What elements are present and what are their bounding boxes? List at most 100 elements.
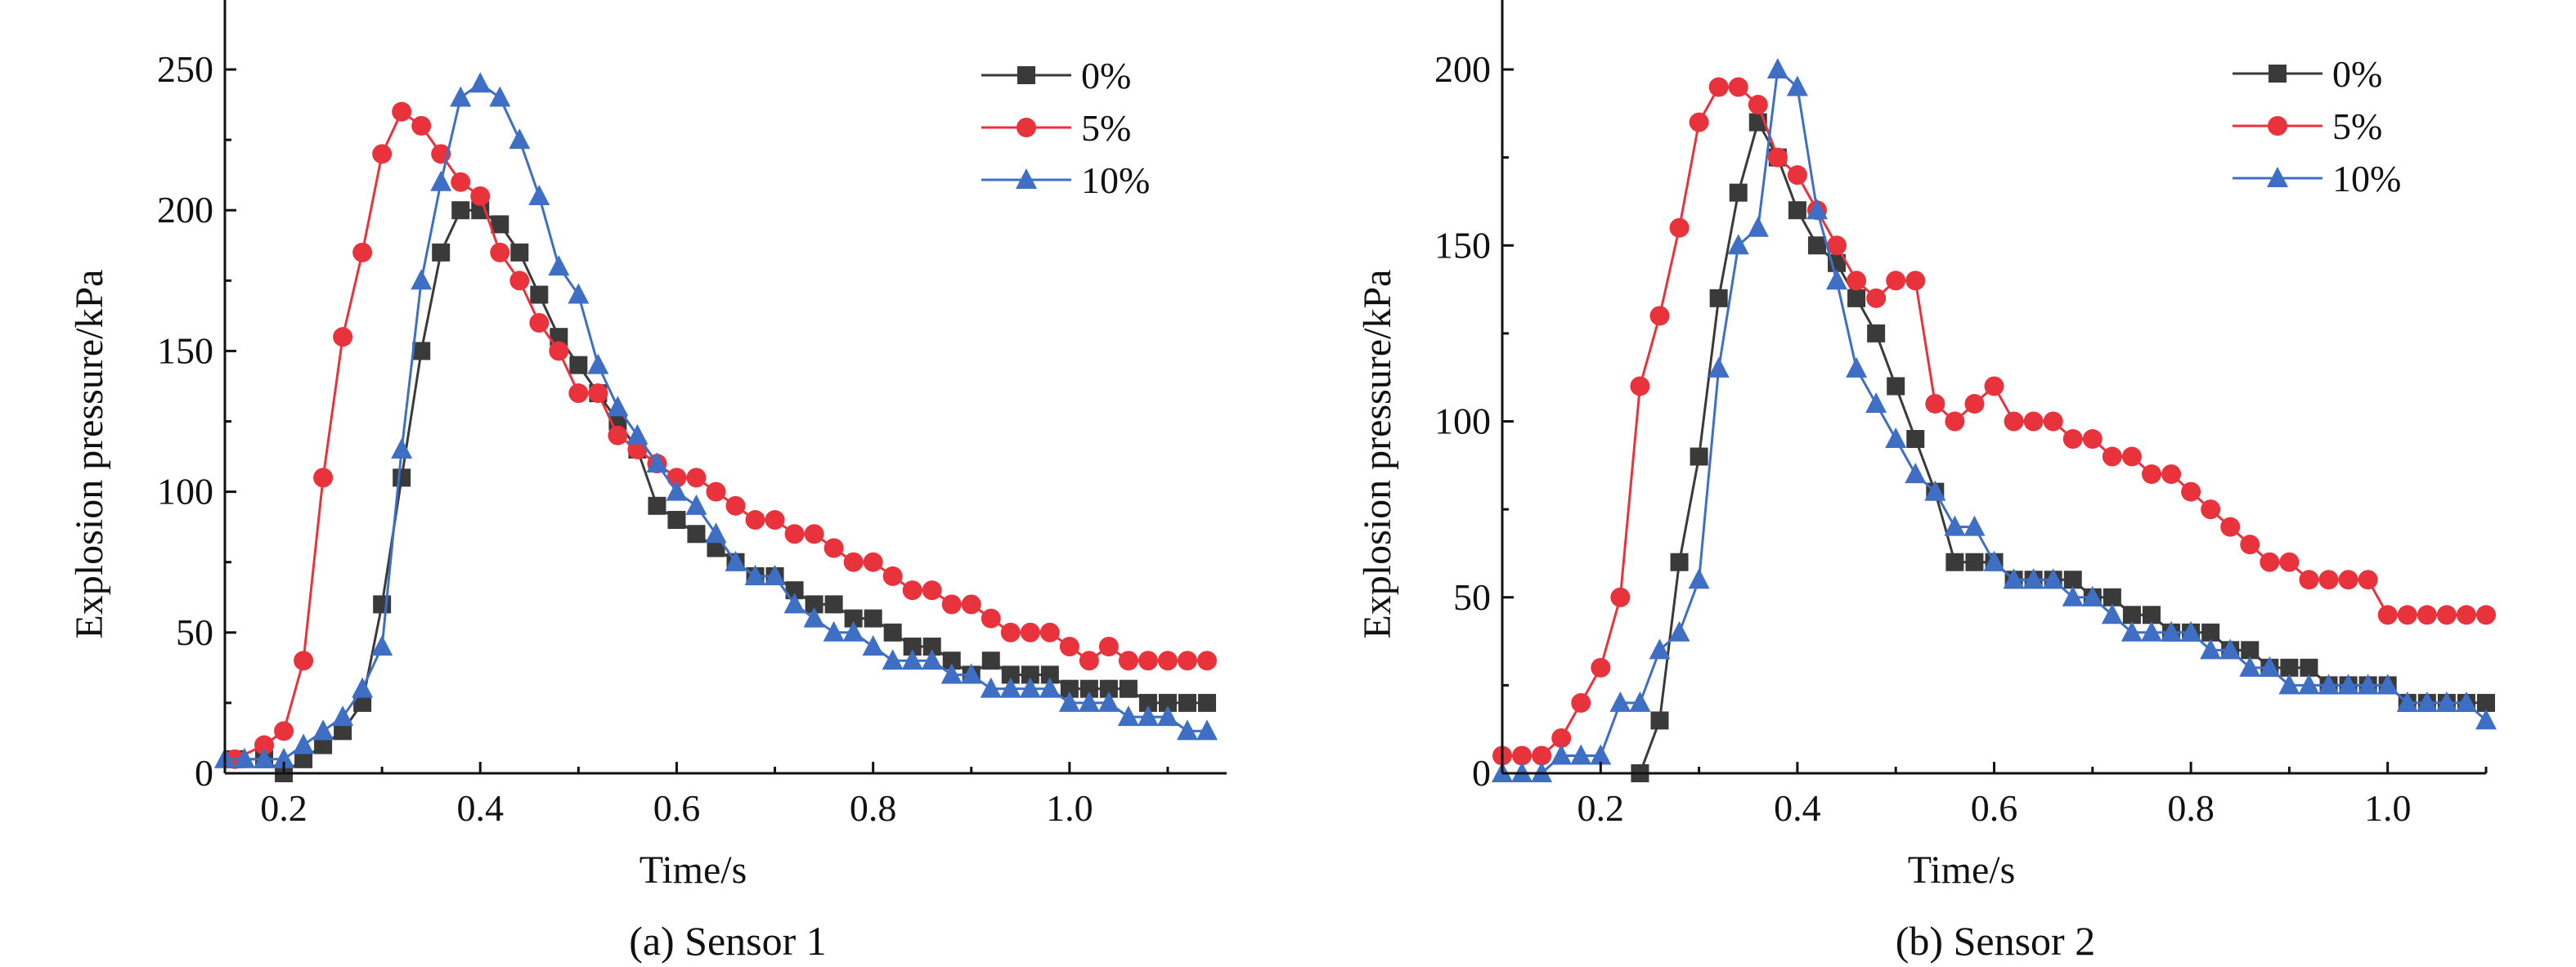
data-point xyxy=(1176,719,1198,741)
data-point xyxy=(2003,568,2025,589)
data-point xyxy=(1963,515,1986,536)
x-axis-title-sensor-2: Time/s xyxy=(1908,848,2016,892)
data-point xyxy=(2219,638,2242,660)
legend-marker xyxy=(1016,168,1037,189)
data-point xyxy=(903,638,922,656)
data-point xyxy=(530,285,549,304)
data-point xyxy=(785,581,804,600)
data-point xyxy=(1020,622,1040,642)
data-point xyxy=(569,356,588,374)
data-point xyxy=(1019,677,1041,698)
data-point xyxy=(490,242,510,262)
data-point xyxy=(1984,376,2004,396)
data-point xyxy=(509,271,530,291)
data-point xyxy=(1039,622,1060,642)
data-point xyxy=(2181,481,2201,502)
data-point xyxy=(2357,674,2379,695)
data-point xyxy=(707,539,725,557)
series-layer-sensor-1 xyxy=(214,72,1218,782)
data-point xyxy=(450,86,472,107)
data-point xyxy=(491,215,509,234)
data-point xyxy=(1670,553,1689,571)
data-point xyxy=(1886,271,1906,291)
data-point xyxy=(550,328,568,347)
data-point xyxy=(1766,58,1788,78)
y-tick-label: 0 xyxy=(1472,752,1491,794)
panel-sensor-2: 0 50 100 150 200 0.2 0.4 0.6 0.8 1.0 Explosion pr… xyxy=(1356,0,2497,964)
data-point xyxy=(901,649,923,670)
data-point xyxy=(706,481,726,502)
data-point xyxy=(2417,605,2437,625)
x-tick-label: 0.8 xyxy=(2167,787,2215,829)
data-point xyxy=(1512,745,1533,766)
data-point xyxy=(2142,606,2161,625)
data-point xyxy=(626,423,648,445)
data-point xyxy=(2042,568,2064,589)
data-point xyxy=(1001,665,1020,684)
data-point xyxy=(667,511,686,530)
data-point xyxy=(685,494,707,515)
data-point xyxy=(2397,605,2417,625)
data-point xyxy=(1905,271,1926,291)
data-point xyxy=(921,649,943,670)
panel-sensor-1: 0 50 100 150 200 250 0.2 0.4 0.6 0.8 1.0 Explosion… xyxy=(68,0,1227,964)
x-tick-label: 0.2 xyxy=(260,787,307,829)
series-0pct xyxy=(226,201,1216,782)
data-point xyxy=(392,101,412,122)
data-point xyxy=(843,552,864,572)
data-point xyxy=(2239,656,2261,677)
data-point xyxy=(1905,463,1927,484)
legend-marker xyxy=(2267,167,2288,187)
data-point xyxy=(2043,411,2063,432)
data-point xyxy=(1847,271,1867,291)
data-point xyxy=(922,580,942,601)
data-point xyxy=(1098,637,1119,657)
data-point xyxy=(430,170,452,191)
data-point xyxy=(371,635,393,656)
data-point xyxy=(882,649,904,670)
data-point xyxy=(568,283,590,304)
data-point xyxy=(2338,570,2358,590)
data-point xyxy=(824,538,844,558)
data-point xyxy=(745,510,765,531)
data-point xyxy=(2121,446,2142,467)
data-point xyxy=(2201,499,2221,520)
data-point xyxy=(1748,95,1768,115)
data-point xyxy=(1177,651,1197,671)
data-point xyxy=(313,468,334,488)
data-point xyxy=(862,635,884,656)
data-point xyxy=(1099,679,1118,698)
caption-sensor-2: (b) Sensor 2 xyxy=(1896,918,2095,964)
data-point xyxy=(2476,605,2496,625)
data-point xyxy=(2082,429,2103,450)
x-tick-label: 0.6 xyxy=(1971,787,2018,829)
data-point xyxy=(528,184,550,205)
data-point xyxy=(687,525,706,544)
data-point xyxy=(2023,411,2044,432)
data-point xyxy=(334,722,352,741)
data-point xyxy=(2337,674,2359,695)
data-point xyxy=(608,425,628,445)
data-point xyxy=(2260,552,2280,572)
data-point xyxy=(1650,711,1669,730)
y-tick-label: 0 xyxy=(195,752,213,794)
data-point xyxy=(1610,587,1631,607)
data-point xyxy=(1117,705,1139,727)
y-tick-label: 150 xyxy=(1434,224,1491,266)
legend-label: 5% xyxy=(1081,107,1131,149)
data-point xyxy=(2004,411,2024,432)
legend-marker xyxy=(1017,66,1035,84)
data-point xyxy=(2201,623,2220,642)
data-point xyxy=(2376,674,2399,695)
data-point xyxy=(2259,656,2281,677)
legend-label: 0% xyxy=(1081,55,1131,96)
legend-label: 10% xyxy=(1081,159,1150,201)
data-point xyxy=(1689,112,1709,132)
data-point xyxy=(1196,651,1217,671)
data-point xyxy=(2396,691,2418,712)
data-point xyxy=(294,750,313,768)
data-point xyxy=(882,566,903,586)
legend-sensor-1: 0% 5% 10% xyxy=(981,55,1150,201)
data-point xyxy=(1590,744,1612,765)
data-point xyxy=(1629,691,1651,712)
